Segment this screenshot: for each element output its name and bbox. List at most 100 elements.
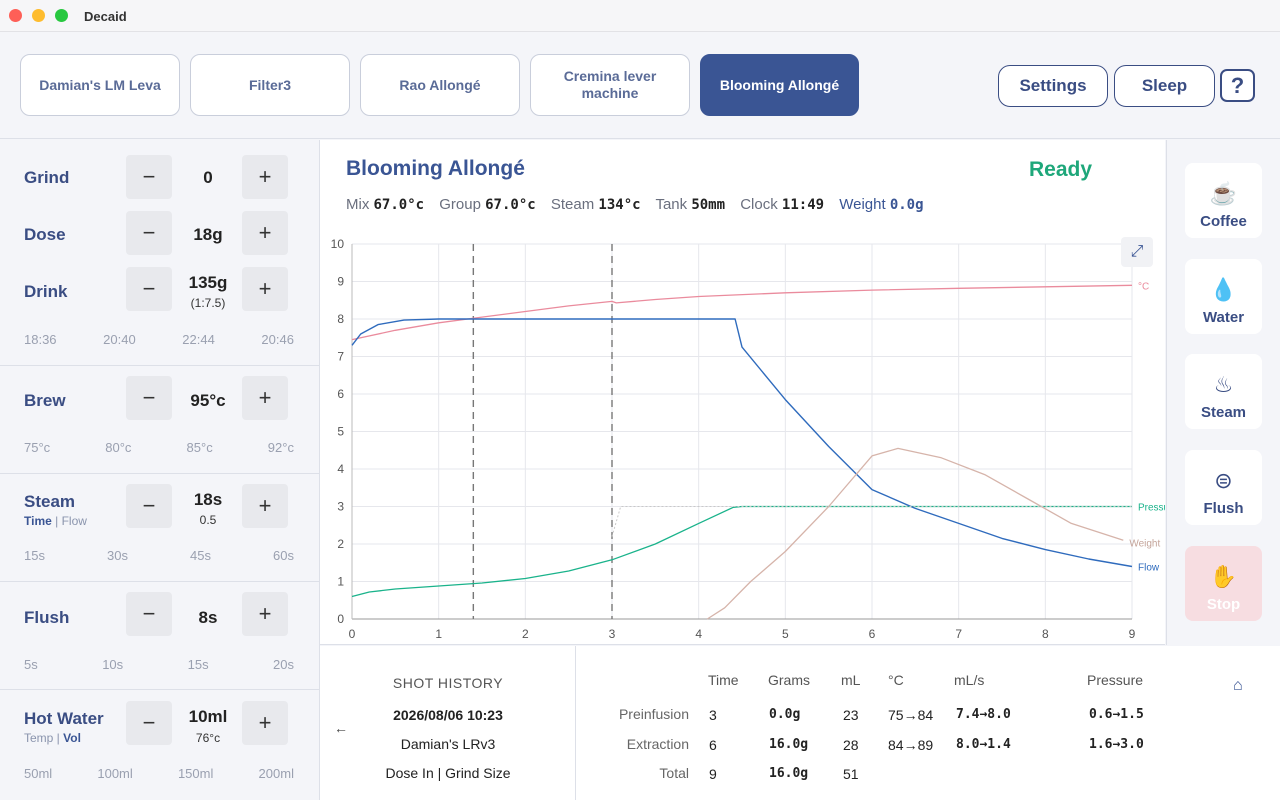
y-tick-label: 2	[337, 537, 344, 551]
minimize-window-button[interactable]	[32, 9, 45, 22]
y-tick-label: 1	[337, 575, 344, 589]
tab-profile-3[interactable]: Rao Allongé	[360, 54, 520, 116]
tab-profile-2[interactable]: Filter3	[190, 54, 350, 116]
x-tick-label: 7	[955, 627, 962, 641]
water-label: Water	[1202, 309, 1245, 326]
flush-preset[interactable]: 20s	[273, 657, 294, 672]
y-tick-label: 6	[337, 387, 344, 401]
row-label-preinfusion: Preinfusion	[618, 706, 689, 722]
drink-plus-button[interactable]: +	[242, 267, 288, 311]
steam-section: Steam Time | Flow − 18s 0.5 + 15s 30s 45…	[0, 474, 319, 582]
hot-water-minus-button[interactable]: −	[126, 701, 172, 745]
steam-preset[interactable]: 15s	[24, 548, 45, 563]
flush-preset[interactable]: 15s	[187, 657, 209, 672]
grind-preset[interactable]: 20:40	[103, 332, 136, 347]
cell-pressure: 0.6→1.5	[1089, 707, 1144, 722]
hot-water-mode-toggle[interactable]: Temp | Vol	[24, 731, 81, 745]
steam-mode-time[interactable]: Time	[24, 514, 52, 528]
hot-water-mode-temp[interactable]: Temp	[24, 731, 54, 745]
hot-water-preset[interactable]: 200ml	[258, 766, 294, 781]
dose-minus-button[interactable]: −	[126, 211, 172, 255]
grind-preset[interactable]: 18:36	[24, 332, 57, 347]
y-tick-label: 8	[337, 312, 344, 326]
cell-temp: 84→89	[888, 737, 934, 753]
tab-profile-4[interactable]: Cremina lever machine	[530, 54, 690, 116]
shot-title: Blooming Allongé	[346, 157, 525, 180]
grind-presets: 18:36 20:40 22:44 20:46	[24, 332, 294, 347]
tab-profile-5[interactable]: Blooming Allongé	[700, 54, 859, 116]
help-icon: ?	[1230, 72, 1245, 98]
hot-water-preset[interactable]: 100ml	[97, 766, 133, 781]
hot-water-preset[interactable]: 150ml	[177, 766, 214, 781]
steam-mode-toggle[interactable]: Time | Flow	[24, 514, 87, 528]
water-button[interactable]: 💧 Water	[1185, 259, 1262, 334]
dose-plus-button[interactable]: +	[242, 211, 288, 255]
series-label: Flow	[1138, 563, 1160, 574]
steam-mode-flow[interactable]: Flow	[61, 514, 87, 528]
hot-water-mode-vol[interactable]: Vol	[63, 731, 81, 745]
y-tick-label: 9	[337, 275, 344, 289]
brew-label: Brew	[24, 391, 66, 410]
series-line-pressure	[351, 505, 1132, 598]
grind-preset[interactable]: 22:44	[182, 332, 215, 347]
flush-plus-button[interactable]: +	[242, 592, 288, 636]
hot-water-preset[interactable]: 50ml	[24, 766, 53, 781]
x-tick-label: 2	[522, 627, 529, 641]
brew-preset[interactable]: 85°c	[186, 440, 213, 455]
series-label: Pressure	[1138, 503, 1165, 514]
grind-plus-button[interactable]: +	[242, 155, 288, 199]
brew-preset[interactable]: 92°c	[267, 440, 294, 455]
stop-label: Stop	[1206, 596, 1241, 613]
flush-minus-button[interactable]: −	[126, 592, 172, 636]
grind-dose-drink-section: Grind − 0 + Dose − 18g + Drink − 135g (1…	[0, 140, 319, 366]
drink-minus-button[interactable]: −	[126, 267, 172, 311]
y-tick-label: 3	[337, 500, 344, 514]
grind-minus-button[interactable]: −	[126, 155, 172, 199]
steam-value: 18s	[193, 490, 223, 509]
sleep-button[interactable]: Sleep	[1114, 65, 1215, 107]
cell-grams: 0.0g	[769, 707, 801, 722]
grind-preset[interactable]: 20:46	[261, 332, 294, 347]
stop-button[interactable]: ✋ Stop	[1185, 546, 1262, 621]
expand-chart-button[interactable]: ⤢	[1121, 237, 1153, 267]
hot-water-temp-value: 76°c	[195, 731, 221, 745]
coffee-button[interactable]: ☕ Coffee	[1185, 163, 1262, 238]
flush-preset[interactable]: 5s	[24, 657, 38, 672]
drink-value: 135g	[188, 273, 228, 292]
x-tick-label: 9	[1129, 627, 1136, 641]
back-arrow-icon[interactable]: ←	[334, 720, 348, 736]
settings-button[interactable]: Settings	[998, 65, 1108, 107]
brew-preset[interactable]: 75°c	[24, 440, 51, 455]
expand-icon: ⤢	[1130, 243, 1144, 260]
brew-section: Brew − 95°c + 75°c 80°c 85°c 92°c	[0, 366, 319, 474]
clock-stat: Clock 11:49	[740, 196, 825, 213]
help-button[interactable]: ?	[1220, 69, 1255, 102]
brew-plus-button[interactable]: +	[242, 376, 288, 420]
hot-water-value: 10ml	[188, 707, 228, 726]
steam-preset[interactable]: 60s	[273, 548, 294, 563]
home-icon[interactable]: ⌂	[1233, 677, 1243, 694]
grind-label: Grind	[24, 168, 70, 187]
steam-label: Steam	[24, 492, 76, 511]
shot-date: 2026/08/06 10:23	[393, 707, 503, 723]
maximize-window-button[interactable]	[55, 9, 68, 22]
x-tick-label: 1	[435, 627, 442, 641]
steam-action-button[interactable]: ♨ Steam	[1185, 354, 1262, 429]
tab-profile-1[interactable]: Damian's LM Leva	[20, 54, 180, 116]
cell-flow: 7.4→8.0	[956, 707, 1011, 722]
steam-preset[interactable]: 30s	[107, 548, 128, 563]
shot-history-panel: SHOT HISTORY 2026/08/06 10:23 Damian's L…	[320, 646, 1280, 800]
hot-water-plus-button[interactable]: +	[242, 701, 288, 745]
steam-minus-button[interactable]: −	[126, 484, 172, 528]
brew-preset[interactable]: 80°c	[105, 440, 132, 455]
brew-minus-button[interactable]: −	[126, 376, 172, 420]
series-line-c	[351, 284, 1133, 341]
steam-preset[interactable]: 45s	[190, 548, 211, 563]
y-tick-label: 4	[337, 462, 344, 476]
flush-preset[interactable]: 10s	[102, 657, 124, 672]
steam-plus-button[interactable]: +	[242, 484, 288, 528]
close-window-button[interactable]	[9, 9, 22, 22]
shot-history-info: SHOT HISTORY 2026/08/06 10:23 Damian's L…	[320, 646, 576, 800]
flush-action-button[interactable]: ⊜ Flush	[1185, 450, 1262, 525]
x-tick-label: 6	[869, 627, 876, 641]
